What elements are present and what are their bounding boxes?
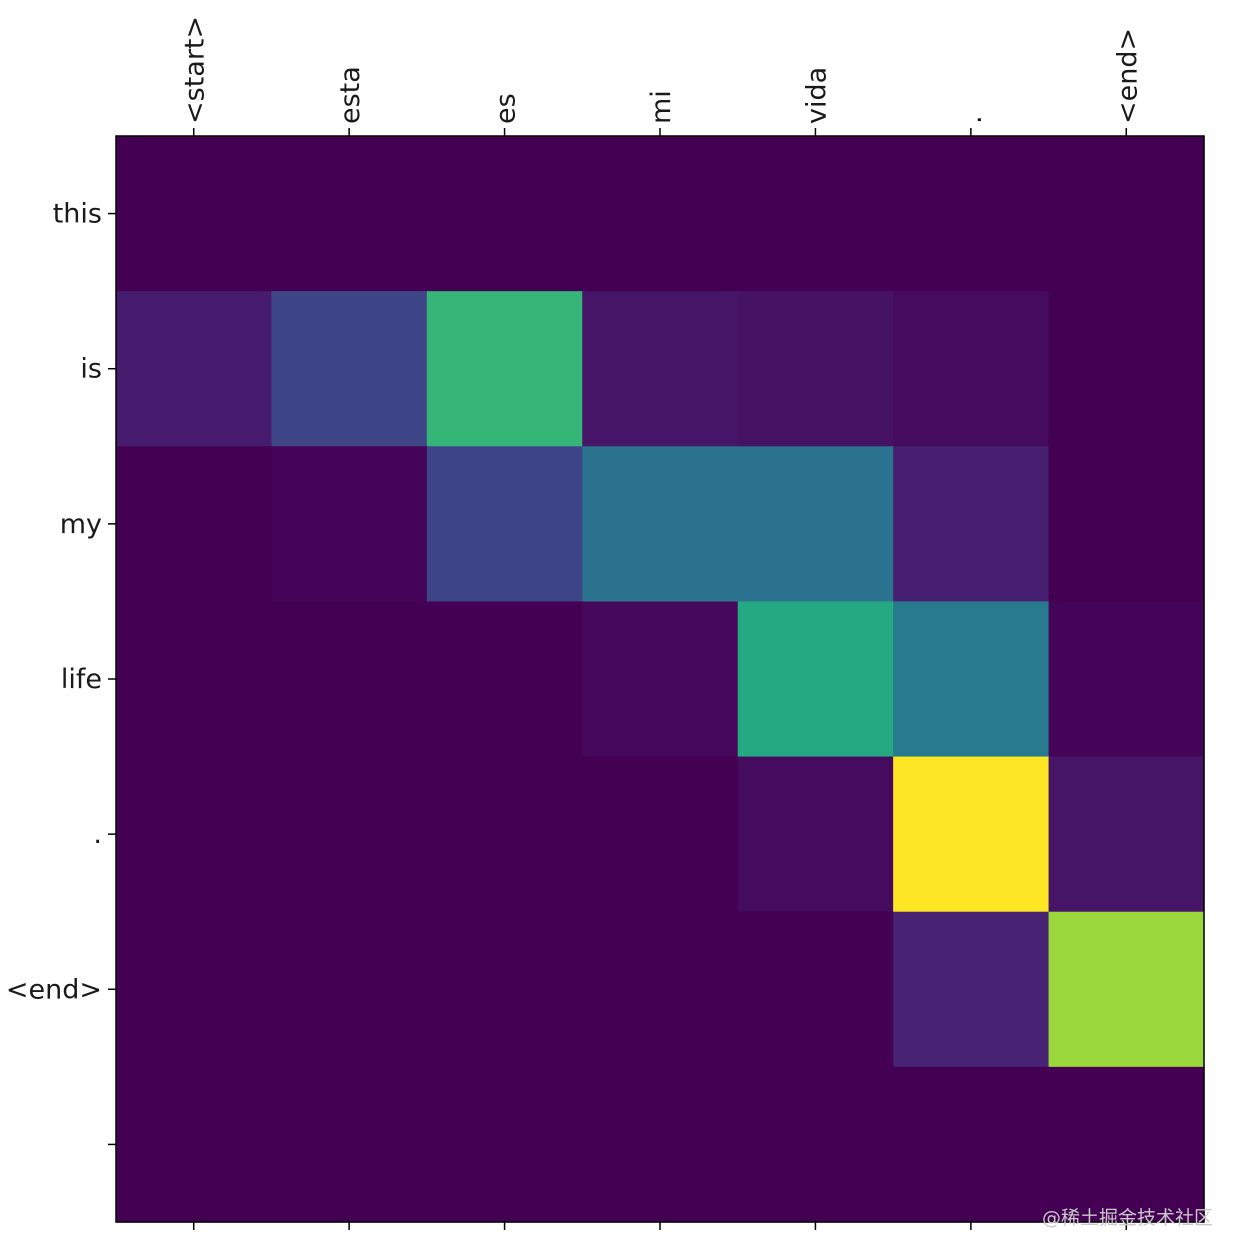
heatmap-cell — [737, 1066, 894, 1223]
heatmap-cell — [1048, 136, 1205, 292]
heatmap-cell — [893, 291, 1050, 447]
x-tick-label: <start> — [180, 16, 211, 124]
heatmap-cell — [1048, 601, 1205, 758]
heatmap-cell — [893, 1066, 1050, 1223]
y-tick-label: life — [61, 664, 102, 695]
y-tick-label: <end> — [6, 974, 102, 1005]
heatmap-cell — [271, 911, 428, 1068]
heatmap-cell — [1048, 291, 1205, 447]
heatmap-cell — [271, 756, 428, 913]
heatmap-cell — [426, 446, 583, 603]
heatmap-cell — [893, 756, 1050, 913]
heatmap-cell — [116, 1066, 273, 1223]
heatmap-cell — [737, 756, 894, 913]
y-tick-label: my — [60, 509, 102, 540]
heatmap-cell — [271, 601, 428, 758]
heatmap-cell — [271, 1066, 428, 1223]
heatmap-cell — [426, 756, 583, 913]
heatmap-cell — [116, 446, 273, 603]
heatmap-cell — [426, 601, 583, 758]
heatmap-cell — [737, 136, 894, 292]
heatmap-cell — [582, 756, 739, 913]
y-tick-label: is — [80, 354, 102, 385]
x-tick-label: esta — [335, 66, 366, 124]
heatmap-cell — [893, 136, 1050, 292]
heatmap-cell — [426, 136, 583, 292]
x-tick-label: es — [491, 93, 522, 124]
heatmap-cell — [1048, 1066, 1205, 1223]
heatmap-cell — [582, 1066, 739, 1223]
heatmap-cell — [893, 911, 1050, 1068]
heatmap-cell — [426, 1066, 583, 1223]
heatmap-cell — [271, 291, 428, 447]
heatmap-cell — [582, 136, 739, 292]
heatmap-cell — [116, 136, 273, 292]
x-tick-label: . — [957, 115, 988, 124]
heatmap-cell — [1048, 446, 1205, 603]
heatmap-cell — [426, 911, 583, 1068]
y-axis-ticks: this is my life. <end> — [6, 199, 116, 1146]
heatmap-cell — [426, 291, 583, 447]
heatmap-cell — [116, 601, 273, 758]
y-tick-label: . — [93, 819, 102, 850]
heatmap-cell — [737, 291, 894, 447]
watermark: @稀土掘金技术社区 — [1041, 1207, 1213, 1229]
heatmap-cell — [116, 291, 273, 447]
heatmap-cell — [1048, 756, 1205, 913]
heatmap-cell — [116, 756, 273, 913]
x-tick-label: <end> — [1112, 28, 1143, 124]
heatmap-cell — [737, 601, 894, 758]
heatmap-cell — [1048, 911, 1205, 1068]
y-tick-label: this — [53, 199, 102, 230]
heatmap-cell — [271, 136, 428, 292]
heatmap-cell — [582, 291, 739, 447]
heatmap-cell — [737, 446, 894, 603]
heatmap-cell — [582, 601, 739, 758]
x-tick-label: mi — [646, 90, 677, 124]
heatmap-cell — [893, 601, 1050, 758]
heatmap-cell — [582, 911, 739, 1068]
x-axis-ticks: <start> esta es mi vida. <end> — [180, 16, 1143, 1230]
heatmap-cell — [271, 446, 428, 603]
heatmap-cell — [116, 911, 273, 1068]
heatmap-cells — [116, 136, 1205, 1223]
x-tick-label: vida — [801, 67, 832, 124]
heatmap-cell — [582, 446, 739, 603]
heatmap-cell — [737, 911, 894, 1068]
heatmap-cell — [893, 446, 1050, 603]
